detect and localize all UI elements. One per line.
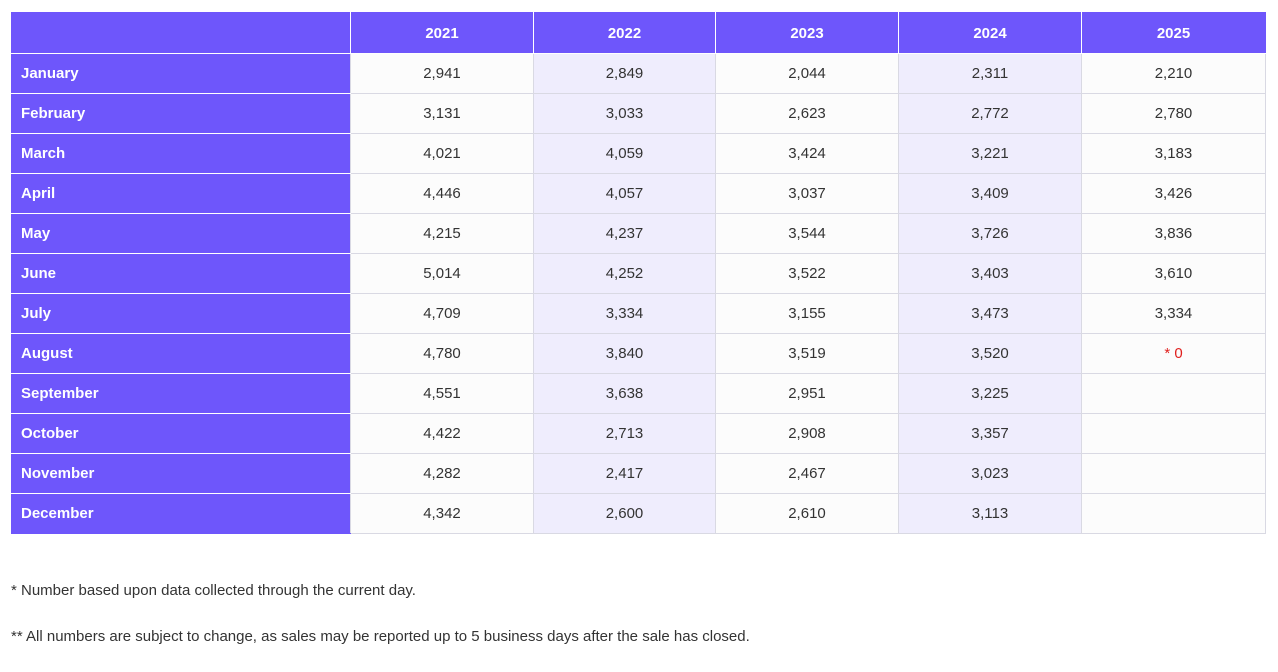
table-cell: 4,342 bbox=[350, 493, 534, 534]
table-cell: 3,424 bbox=[715, 133, 899, 174]
table-cell: 3,473 bbox=[898, 293, 1082, 334]
table-cell bbox=[1081, 453, 1266, 494]
table-row: January 2,941 2,849 2,044 2,311 2,210 bbox=[11, 53, 1266, 94]
table-row: August 4,780 3,840 3,519 3,520 * 0 bbox=[11, 333, 1266, 374]
table-cell: 3,023 bbox=[898, 453, 1082, 494]
table-cell: 4,446 bbox=[350, 173, 534, 214]
table-cell: 3,610 bbox=[1081, 253, 1266, 294]
table-row: July 4,709 3,334 3,155 3,473 3,334 bbox=[11, 293, 1266, 334]
row-header-month: October bbox=[11, 413, 351, 454]
table-cell: 3,519 bbox=[715, 333, 899, 374]
table-cell: 2,610 bbox=[715, 493, 899, 534]
table-cell: 4,709 bbox=[350, 293, 534, 334]
table-cell: 3,334 bbox=[533, 293, 716, 334]
table-cell: 2,713 bbox=[533, 413, 716, 454]
table-cell: 3,638 bbox=[533, 373, 716, 414]
column-header-year: 2021 bbox=[350, 12, 534, 54]
column-header-year: 2023 bbox=[715, 12, 899, 54]
table-cell: 3,840 bbox=[533, 333, 716, 374]
row-header-month: July bbox=[11, 293, 351, 334]
footnote-subject-to-change: ** All numbers are subject to change, as… bbox=[11, 628, 750, 645]
table-cell: 3,131 bbox=[350, 93, 534, 134]
table-cell: 3,334 bbox=[1081, 293, 1266, 334]
table-cell: * 0 bbox=[1081, 333, 1266, 374]
table-cell bbox=[1081, 373, 1266, 414]
table-cell: 4,057 bbox=[533, 173, 716, 214]
table-cell: 5,014 bbox=[350, 253, 534, 294]
table-row: April 4,446 4,057 3,037 3,409 3,426 bbox=[11, 173, 1266, 214]
table-cell: 2,311 bbox=[898, 53, 1082, 94]
table-cell: 3,033 bbox=[533, 93, 716, 134]
table-cell: 3,225 bbox=[898, 373, 1082, 414]
table-row: December 4,342 2,600 2,610 3,113 bbox=[11, 493, 1266, 534]
table-cell: 3,520 bbox=[898, 333, 1082, 374]
table-cell: 4,237 bbox=[533, 213, 716, 254]
table-cell: 4,422 bbox=[350, 413, 534, 454]
table-cell: 3,726 bbox=[898, 213, 1082, 254]
table-cell: 2,780 bbox=[1081, 93, 1266, 134]
table-cell: 3,221 bbox=[898, 133, 1082, 174]
row-header-month: August bbox=[11, 333, 351, 374]
table-cell: 4,215 bbox=[350, 213, 534, 254]
monthly-sales-table: 2021 2022 2023 2024 2025 January 2,941 2,8… bbox=[11, 12, 1266, 534]
table-body: January 2,941 2,849 2,044 2,311 2,210 February… bbox=[11, 53, 1266, 534]
table-row: September 4,551 3,638 2,951 3,225 bbox=[11, 373, 1266, 414]
table-cell: 4,059 bbox=[533, 133, 716, 174]
table-cell: 4,282 bbox=[350, 453, 534, 494]
table-row: February 3,131 3,033 2,623 2,772 2,780 bbox=[11, 93, 1266, 134]
table-cell: 3,357 bbox=[898, 413, 1082, 454]
table-cell: 3,403 bbox=[898, 253, 1082, 294]
table-cell: 3,522 bbox=[715, 253, 899, 294]
table-cell bbox=[1081, 413, 1266, 454]
table-cell: 3,544 bbox=[715, 213, 899, 254]
table-corner-cell bbox=[11, 12, 351, 54]
row-header-month: April bbox=[11, 173, 351, 214]
column-header-year: 2022 bbox=[533, 12, 716, 54]
table-cell: 2,908 bbox=[715, 413, 899, 454]
table-cell: 2,600 bbox=[533, 493, 716, 534]
table-cell: 2,772 bbox=[898, 93, 1082, 134]
table-cell: 2,210 bbox=[1081, 53, 1266, 94]
column-header-year: 2024 bbox=[898, 12, 1082, 54]
table-cell: 3,409 bbox=[898, 173, 1082, 214]
table-cell: 2,849 bbox=[533, 53, 716, 94]
row-header-month: November bbox=[11, 453, 351, 494]
footnotes: * Number based upon data collected throu… bbox=[11, 579, 1265, 649]
table-cell: 4,252 bbox=[533, 253, 716, 294]
row-header-month: March bbox=[11, 133, 351, 174]
column-header-year: 2025 bbox=[1081, 12, 1266, 54]
table-cell: 2,417 bbox=[533, 453, 716, 494]
table-cell bbox=[1081, 493, 1266, 534]
table-cell: 4,780 bbox=[350, 333, 534, 374]
table-cell: 3,113 bbox=[898, 493, 1082, 534]
row-header-month: February bbox=[11, 93, 351, 134]
row-header-month: September bbox=[11, 373, 351, 414]
table-cell: 2,044 bbox=[715, 53, 899, 94]
table-header-row: 2021 2022 2023 2024 2025 bbox=[11, 12, 1266, 54]
table-cell: 4,021 bbox=[350, 133, 534, 174]
table-cell: 4,551 bbox=[350, 373, 534, 414]
table-row: June 5,014 4,252 3,522 3,403 3,610 bbox=[11, 253, 1266, 294]
table-cell: 2,951 bbox=[715, 373, 899, 414]
table-cell: 3,037 bbox=[715, 173, 899, 214]
table-cell: 2,467 bbox=[715, 453, 899, 494]
table-cell: 3,836 bbox=[1081, 213, 1266, 254]
row-header-month: June bbox=[11, 253, 351, 294]
footnote-current-day: * Number based upon data collected throu… bbox=[11, 582, 416, 599]
table-cell: 2,623 bbox=[715, 93, 899, 134]
table-row: March 4,021 4,059 3,424 3,221 3,183 bbox=[11, 133, 1266, 174]
table-cell: 3,155 bbox=[715, 293, 899, 334]
row-header-month: May bbox=[11, 213, 351, 254]
table-cell: 2,941 bbox=[350, 53, 534, 94]
table-row: October 4,422 2,713 2,908 3,357 bbox=[11, 413, 1266, 454]
row-header-month: January bbox=[11, 53, 351, 94]
table-row: May 4,215 4,237 3,544 3,726 3,836 bbox=[11, 213, 1266, 254]
table-cell: 3,426 bbox=[1081, 173, 1266, 214]
table-row: November 4,282 2,417 2,467 3,023 bbox=[11, 453, 1266, 494]
table-cell: 3,183 bbox=[1081, 133, 1266, 174]
row-header-month: December bbox=[11, 493, 351, 534]
